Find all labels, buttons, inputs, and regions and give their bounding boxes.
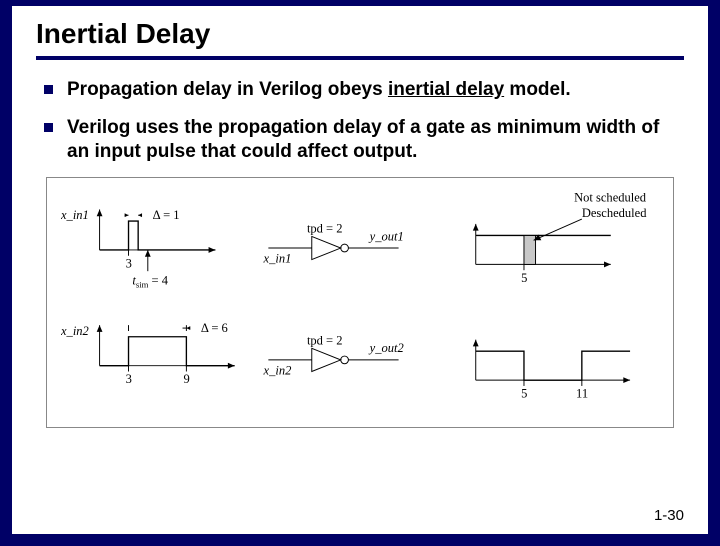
label-tsim: tsim = 4 [132, 274, 168, 290]
label-tpd2-bot: tpd = 2 [307, 334, 343, 348]
tick-5b: 5 [521, 387, 527, 401]
title-underline [36, 56, 684, 60]
bullet-list: Propagation delay in Verilog obeys inert… [36, 78, 684, 163]
label-notsched: Not scheduled [574, 191, 647, 205]
tick-5a: 5 [521, 271, 527, 285]
label-delta6: Δ = 6 [201, 321, 228, 335]
gate-out-yout1: y_out1 [368, 230, 404, 244]
bullet-square-icon [44, 85, 53, 94]
slide-title: Inertial Delay [36, 18, 684, 56]
label-xin1: x_in1 [61, 208, 89, 222]
bullet-text-post: model. [504, 79, 571, 100]
label-xin2: x_in2 [61, 324, 89, 338]
bullet-text-pre: Verilog uses the propagation delay of a … [67, 117, 659, 162]
gate-in-xin1: x_in1 [263, 252, 292, 266]
tick-11: 11 [576, 387, 588, 401]
timing-diagram: x_in1 3 Δ = 1 tsim = 4 x_in2 [61, 188, 659, 418]
bullet-text: Verilog uses the propagation delay of a … [67, 116, 684, 164]
page-number: 1-30 [654, 507, 684, 524]
diagram-container: x_in1 3 Δ = 1 tsim = 4 x_in2 [46, 177, 674, 428]
bullet-item: Verilog uses the propagation delay of a … [44, 116, 684, 164]
tick-3b: 3 [126, 372, 132, 386]
label-desched: Descheduled [582, 206, 647, 220]
bullet-square-icon [44, 123, 53, 132]
gate-out-yout2: y_out2 [368, 341, 404, 355]
label-tpd2-top: tpd = 2 [307, 222, 343, 236]
bullet-item: Propagation delay in Verilog obeys inert… [44, 78, 684, 102]
bullet-text-underlined: inertial delay [388, 79, 504, 100]
gate-in-xin2: x_in2 [263, 364, 292, 378]
tick-3: 3 [126, 257, 132, 271]
label-delta1: Δ = 1 [153, 208, 180, 222]
tick-9: 9 [183, 372, 189, 386]
bullet-text: Propagation delay in Verilog obeys inert… [67, 78, 571, 102]
bullet-text-pre: Propagation delay in Verilog obeys [67, 79, 388, 100]
